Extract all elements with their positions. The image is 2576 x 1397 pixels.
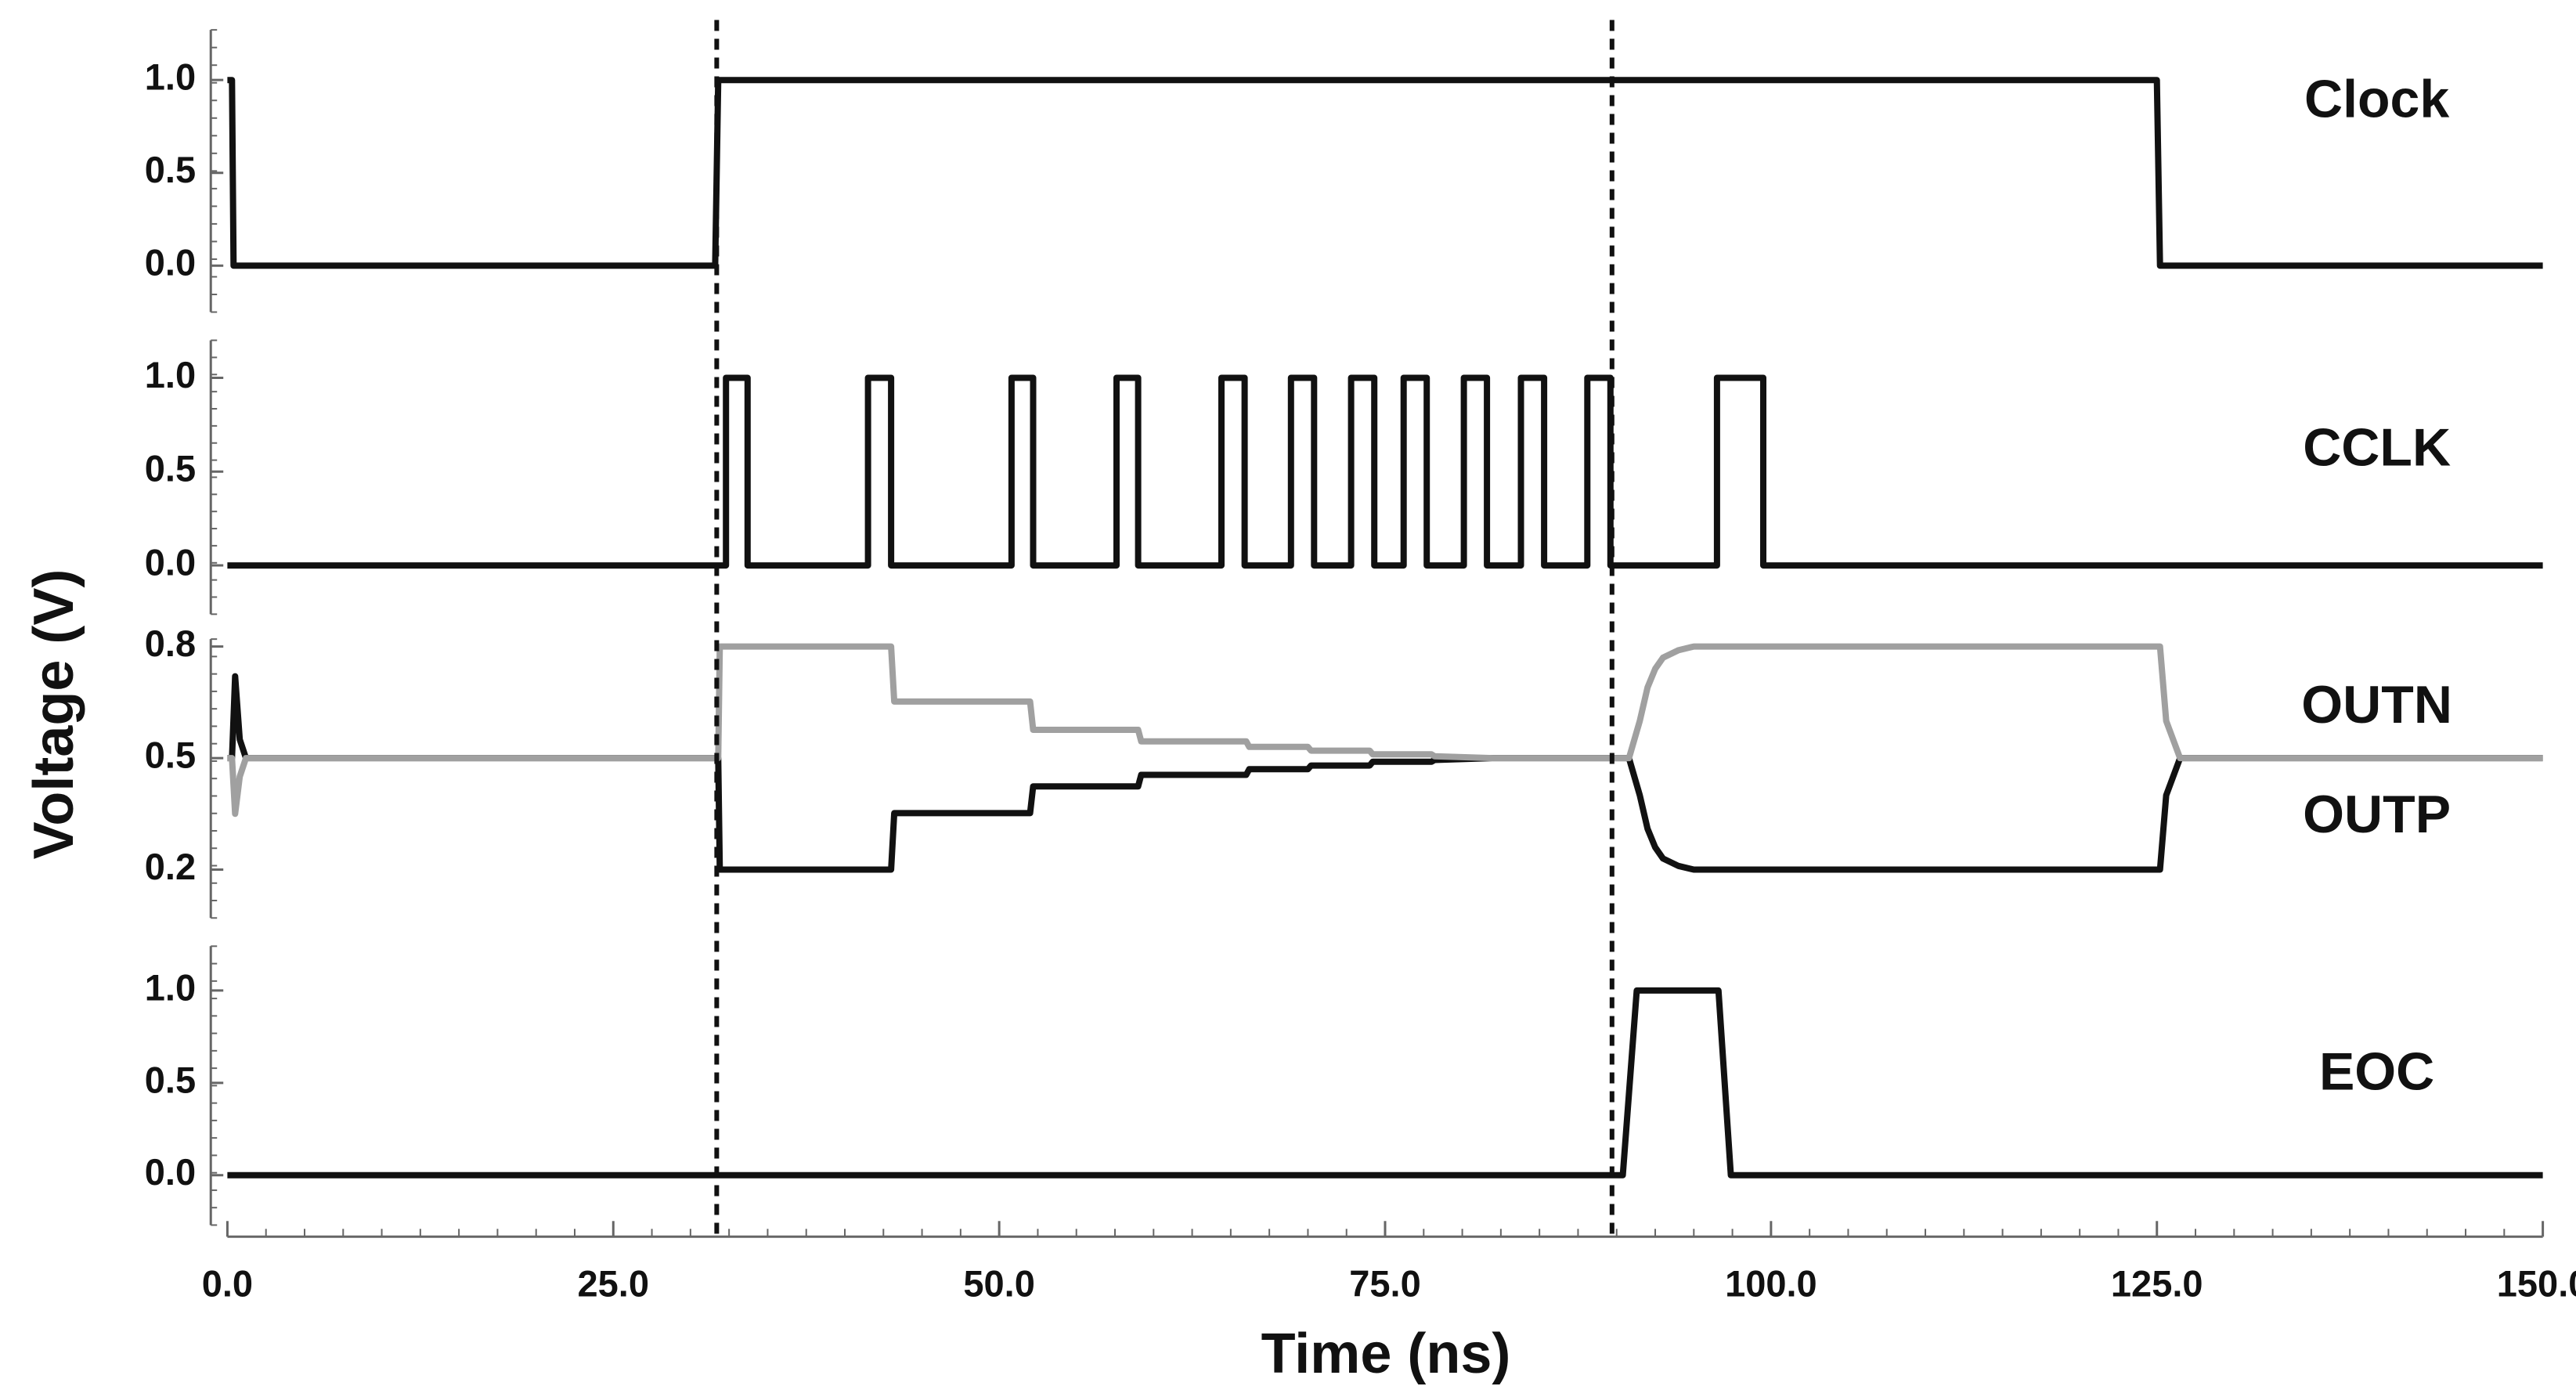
y-tick-label: 0.0 (145, 242, 196, 283)
series-label: CCLK (2303, 418, 2451, 478)
y-tick-label: 0.5 (145, 1059, 196, 1100)
x-tick-label: 25.0 (578, 1262, 649, 1304)
series-line (227, 77, 2543, 269)
y-tick-label: 0.5 (145, 149, 196, 190)
y-tick-label: 0.5 (145, 735, 196, 776)
series-label: Clock (2304, 69, 2449, 128)
x-tick-label: 50.0 (963, 1262, 1034, 1304)
y-tick-label: 0.0 (145, 1151, 196, 1193)
x-tick-label: 75.0 (1349, 1262, 1420, 1304)
x-tick-label: 100.0 (1725, 1262, 1817, 1304)
y-tick-label: 0.8 (145, 623, 196, 664)
y-tick-label: 0.0 (145, 541, 196, 583)
series-line (227, 987, 2543, 1179)
y-tick-label: 1.0 (145, 354, 196, 395)
series-label: EOC (2319, 1042, 2434, 1102)
x-tick-label: 125.0 (2111, 1262, 2203, 1304)
series-line (227, 643, 2543, 818)
series-line (227, 673, 2543, 873)
series-label: OUTP (2303, 785, 2451, 844)
y-tick-label: 0.2 (145, 846, 196, 887)
series-label: OUTN (2301, 675, 2452, 735)
y-tick-label: 0.5 (145, 448, 196, 489)
series-line (227, 374, 2543, 569)
y-tick-label: 1.0 (145, 56, 196, 98)
y-tick-label: 1.0 (145, 966, 196, 1008)
x-tick-label: 0.0 (202, 1262, 253, 1304)
x-tick-label: 150.0 (2497, 1262, 2576, 1304)
y-axis-title: Voltage (V) (23, 569, 85, 860)
x-axis-title: Time (ns) (1261, 1323, 1511, 1385)
